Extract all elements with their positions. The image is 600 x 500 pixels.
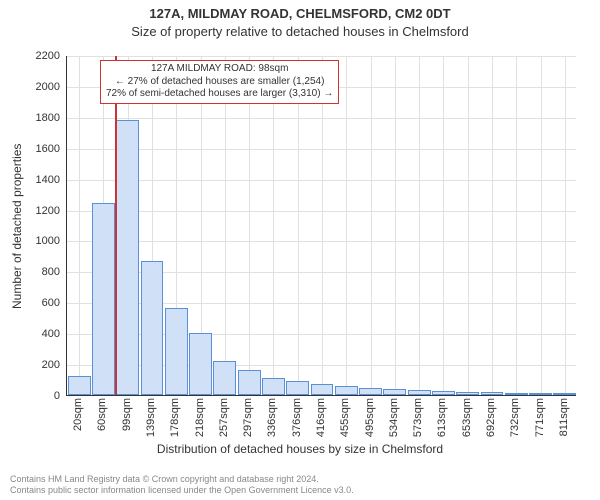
chart-title-main: 127A, MILDMAY ROAD, CHELMSFORD, CM2 0DT <box>0 6 600 21</box>
x-tick: 534sqm <box>388 398 400 437</box>
y-tick: 1400 <box>10 174 60 186</box>
x-tick: 771sqm <box>534 398 546 437</box>
plot-area <box>66 56 576 396</box>
annotation-line2: ← 27% of detached houses are smaller (1,… <box>106 76 333 89</box>
y-tick: 1800 <box>10 112 60 124</box>
gridline-v <box>79 56 80 395</box>
x-tick: 218sqm <box>194 398 206 437</box>
histogram-bar <box>286 381 309 395</box>
annotation-line3: 72% of semi-detached houses are larger (… <box>106 88 333 101</box>
gridline-v <box>492 56 493 395</box>
histogram-bar <box>116 120 139 395</box>
y-tick: 2000 <box>10 81 60 93</box>
x-tick: 455sqm <box>339 398 351 437</box>
histogram-bar <box>92 203 115 395</box>
y-axis-label: Number of detached properties <box>10 143 24 308</box>
histogram-bar <box>262 378 285 395</box>
footer-line2: Contains public sector information licen… <box>10 485 354 496</box>
x-tick: 178sqm <box>169 398 181 437</box>
histogram-bar <box>165 308 188 395</box>
gridline-v <box>443 56 444 395</box>
annotation-box: 127A MILDMAY ROAD: 98sqm ← 27% of detach… <box>100 60 339 104</box>
gridline-v <box>225 56 226 395</box>
gridline-v <box>468 56 469 395</box>
histogram-bar <box>408 390 431 395</box>
x-axis-label: Distribution of detached houses by size … <box>0 442 600 456</box>
y-tick: 600 <box>10 297 60 309</box>
x-tick: 811sqm <box>558 398 570 436</box>
footer-line1: Contains HM Land Registry data © Crown c… <box>10 474 354 485</box>
histogram-bar <box>432 391 455 395</box>
x-tick: 376sqm <box>291 398 303 437</box>
y-tick: 2200 <box>10 50 60 62</box>
y-tick: 1600 <box>10 143 60 155</box>
histogram-bar <box>529 393 552 395</box>
histogram-bar <box>189 333 212 395</box>
x-tick: 416sqm <box>315 398 327 437</box>
histogram-bar <box>481 392 504 395</box>
histogram-bar <box>335 386 358 395</box>
gridline-v <box>346 56 347 395</box>
y-tick: 1000 <box>10 235 60 247</box>
x-tick: 297sqm <box>242 398 254 437</box>
gridline-v <box>565 56 566 395</box>
y-tick: 200 <box>10 359 60 371</box>
histogram-bar <box>311 384 334 395</box>
gridline-v <box>298 56 299 395</box>
y-tick: 1200 <box>10 205 60 217</box>
histogram-bar <box>359 388 382 395</box>
histogram-bar <box>213 361 236 395</box>
x-tick: 99sqm <box>121 398 133 431</box>
histogram-bar <box>456 392 479 395</box>
annotation-line1: 127A MILDMAY ROAD: 98sqm <box>106 63 333 76</box>
x-tick: 573sqm <box>412 398 424 437</box>
gridline-v <box>541 56 542 395</box>
gridline-v <box>273 56 274 395</box>
y-tick: 800 <box>10 266 60 278</box>
x-tick: 495sqm <box>364 398 376 437</box>
gridline-v <box>516 56 517 395</box>
x-tick: 60sqm <box>96 398 108 431</box>
histogram-bar <box>553 393 576 395</box>
gridline-v <box>419 56 420 395</box>
x-tick: 732sqm <box>509 398 521 437</box>
current-property-marker <box>115 56 117 395</box>
x-tick: 336sqm <box>266 398 278 437</box>
histogram-bar <box>505 393 528 395</box>
x-tick: 653sqm <box>461 398 473 437</box>
gridline-v <box>249 56 250 395</box>
histogram-bar <box>383 389 406 395</box>
y-tick: 0 <box>10 390 60 402</box>
y-tick: 400 <box>10 328 60 340</box>
x-tick: 20sqm <box>72 398 84 431</box>
footer-attribution: Contains HM Land Registry data © Crown c… <box>10 474 354 497</box>
gridline-v <box>395 56 396 395</box>
x-tick: 613sqm <box>436 398 448 437</box>
histogram-bar <box>68 376 91 395</box>
x-tick: 257sqm <box>218 398 230 437</box>
x-tick: 139sqm <box>145 398 157 437</box>
x-tick: 692sqm <box>485 398 497 437</box>
chart-title-sub: Size of property relative to detached ho… <box>0 24 600 39</box>
gridline-v <box>371 56 372 395</box>
gridline-v <box>322 56 323 395</box>
histogram-bar <box>141 261 164 395</box>
histogram-bar <box>238 370 261 395</box>
